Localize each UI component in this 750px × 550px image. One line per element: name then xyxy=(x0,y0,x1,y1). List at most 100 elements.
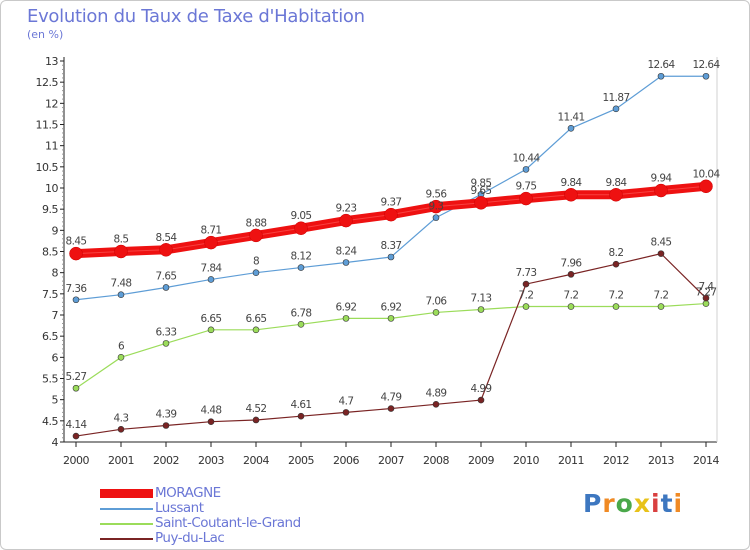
data-label-saint-coutant-le-grand: 7.06 xyxy=(426,295,448,307)
y-minor-tick xyxy=(62,352,63,354)
data-label-lussant: 7.84 xyxy=(201,262,223,274)
point-moragne xyxy=(519,191,533,206)
point-moragne xyxy=(564,188,578,202)
point-puy-du-lac xyxy=(162,422,170,429)
point-puy-du-lac xyxy=(702,294,710,302)
data-label-lussant: 11.41 xyxy=(557,111,584,123)
logo-letter: i xyxy=(673,489,684,518)
y-minor-tick xyxy=(62,200,63,202)
y-minor-tick xyxy=(62,132,63,134)
point-puy-du-lac xyxy=(612,260,620,268)
y-minor-tick xyxy=(62,259,63,261)
data-label-puy-du-lac: 7.4 xyxy=(699,281,715,293)
point-moragne xyxy=(114,244,128,259)
point-saint-coutant-le-grand xyxy=(567,303,575,310)
y-minor-tick xyxy=(62,382,63,384)
data-label-puy-du-lac: 7.73 xyxy=(516,267,537,279)
point-saint-coutant-le-grand xyxy=(342,315,350,322)
y-tick-label: 6.5 xyxy=(42,330,58,343)
y-minor-tick xyxy=(62,289,63,291)
data-label-moragne: 9.56 xyxy=(426,189,448,201)
y-tick-label: 8.5 xyxy=(42,246,58,259)
y-minor-tick xyxy=(62,111,63,113)
data-label-moragne: 9.65 xyxy=(471,185,492,197)
logo-letter: t xyxy=(660,489,674,518)
x-tick-label: 2000 xyxy=(63,454,89,467)
legend-swatch-lussant xyxy=(100,508,153,510)
y-minor-tick xyxy=(62,64,63,66)
x-tick-label: 2011 xyxy=(558,454,584,467)
x-tick-label: 2013 xyxy=(648,454,674,467)
data-label-moragne: 9.23 xyxy=(336,203,357,215)
logo-letter: o xyxy=(615,489,634,518)
point-lussant xyxy=(342,259,350,266)
y-tick-label: 13 xyxy=(45,55,58,68)
point-moragne xyxy=(699,179,713,194)
x-tick-label: 2002 xyxy=(153,454,179,467)
data-label-lussant: 8.37 xyxy=(381,240,402,252)
y-minor-tick xyxy=(62,191,63,193)
point-lussant xyxy=(522,166,530,173)
y-minor-tick xyxy=(62,136,63,138)
y-minor-tick xyxy=(62,411,63,413)
y-minor-tick xyxy=(62,310,63,312)
y-minor-tick xyxy=(62,276,63,278)
y-tick-label: 4.5 xyxy=(42,415,58,428)
point-lussant xyxy=(387,253,395,261)
point-saint-coutant-le-grand xyxy=(252,326,260,334)
point-lussant xyxy=(162,284,170,291)
point-puy-du-lac xyxy=(477,396,485,404)
legend-swatch-saint-coutant-le-grand xyxy=(100,523,153,525)
data-label-moragne: 10.04 xyxy=(692,168,720,180)
data-label-lussant: 8 xyxy=(253,256,259,268)
data-label-saint-coutant-le-grand: 6.65 xyxy=(201,313,222,325)
y-tick-label: 10.5 xyxy=(36,161,59,174)
x-tick-label: 2012 xyxy=(603,454,629,467)
data-label-lussant: 8.12 xyxy=(291,251,312,263)
y-minor-tick xyxy=(62,217,63,219)
y-minor-tick xyxy=(62,331,63,333)
y-minor-tick xyxy=(62,327,63,329)
point-moragne xyxy=(384,207,398,222)
y-minor-tick xyxy=(62,373,63,375)
data-label-saint-coutant-le-grand: 6.92 xyxy=(336,301,357,313)
data-label-lussant: 7.65 xyxy=(156,270,177,282)
point-saint-coutant-le-grand xyxy=(117,354,125,361)
y-minor-tick xyxy=(62,174,63,176)
x-tick-label: 2008 xyxy=(423,454,449,467)
y-minor-tick xyxy=(62,94,63,96)
point-moragne xyxy=(429,199,443,214)
y-minor-tick xyxy=(62,267,63,269)
y-minor-tick xyxy=(62,365,63,367)
y-minor-tick xyxy=(62,238,63,240)
y-minor-tick xyxy=(62,246,63,248)
data-label-moragne: 8.54 xyxy=(156,232,178,244)
y-minor-tick xyxy=(62,369,63,371)
point-moragne xyxy=(654,183,668,198)
data-label-saint-coutant-le-grand: 6.33 xyxy=(156,326,177,338)
y-tick-label: 10 xyxy=(45,182,58,195)
y-minor-tick xyxy=(62,263,63,265)
data-label-puy-du-lac: 4.89 xyxy=(426,387,447,399)
x-tick-label: 2007 xyxy=(378,454,404,467)
point-puy-du-lac xyxy=(207,418,215,425)
data-label-lussant: 11.87 xyxy=(602,92,629,104)
y-minor-tick xyxy=(62,225,63,227)
y-minor-tick xyxy=(62,390,63,392)
data-label-puy-du-lac: 4.3 xyxy=(114,412,129,424)
y-minor-tick xyxy=(62,301,63,303)
point-saint-coutant-le-grand xyxy=(657,303,665,310)
point-moragne xyxy=(339,213,353,228)
point-lussant xyxy=(207,276,215,283)
data-label-moragne: 9.75 xyxy=(516,181,537,193)
y-minor-tick xyxy=(62,242,63,244)
data-label-moragne: 8.5 xyxy=(114,234,129,246)
data-label-moragne: 9.37 xyxy=(381,197,402,209)
point-lussant xyxy=(612,105,620,113)
chart-subtitle: (en %) xyxy=(27,28,64,41)
y-minor-tick xyxy=(62,433,63,435)
point-puy-du-lac xyxy=(297,412,305,420)
y-minor-tick xyxy=(62,212,63,214)
data-label-puy-du-lac: 8.2 xyxy=(609,247,624,259)
